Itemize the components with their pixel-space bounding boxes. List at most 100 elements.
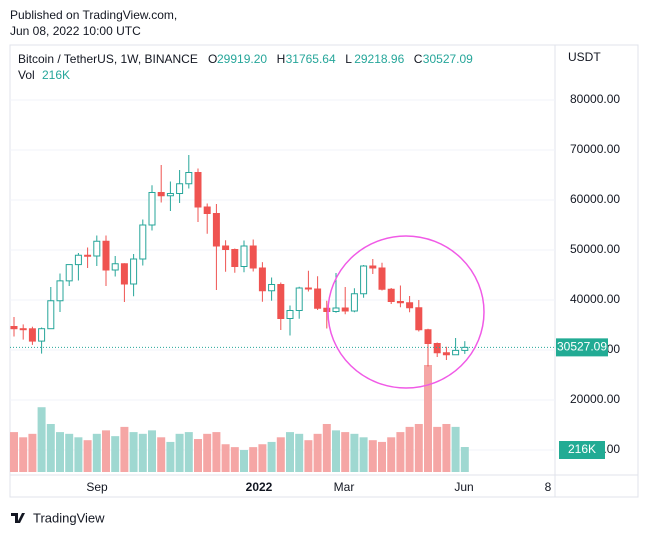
volume-value: 216K	[42, 68, 70, 82]
candle-body	[157, 192, 165, 197]
plot	[10, 99, 555, 472]
ohlc-value: 30527.09	[423, 52, 473, 66]
ohlc-value: 29218.96	[354, 52, 404, 66]
volume-bar	[378, 441, 386, 472]
candle-body	[323, 307, 331, 312]
candle-body	[19, 328, 27, 331]
ohlc-value: 29919.20	[217, 52, 267, 66]
symbol: Bitcoin / TetherUS, 1W, BINANCE	[18, 52, 198, 66]
x-tick-label: Mar	[334, 480, 355, 494]
volume-bar	[414, 423, 423, 472]
volume-bar	[102, 430, 110, 472]
ohlc-letter: C	[414, 52, 423, 66]
price-tag-label: 30527.09	[557, 340, 607, 354]
volume-bar	[65, 433, 74, 472]
x-tick-label: 2022	[246, 480, 273, 494]
ohlc-value: 31765.64	[286, 52, 336, 66]
candle-body	[258, 267, 266, 292]
candle-body	[93, 240, 101, 257]
volume-bar	[10, 432, 18, 472]
volume-bar	[203, 433, 212, 472]
candle-body	[350, 293, 358, 312]
candle-body	[396, 301, 404, 304]
y-tick-label: 50000.00	[570, 242, 620, 256]
volume-bar	[157, 437, 166, 472]
publish-date: Jun 08, 2022 10:00 UTC	[10, 24, 141, 38]
frame	[9, 44, 639, 498]
volume-bar	[221, 444, 230, 472]
volume-bar	[405, 426, 414, 472]
y-tick-label: 80000.00	[570, 92, 620, 106]
candle-body	[111, 263, 119, 271]
volume-bar	[74, 437, 83, 472]
volume-bar	[322, 423, 331, 472]
volume-bar	[138, 433, 147, 472]
candle-body	[304, 287, 312, 290]
volume-bar	[249, 447, 258, 472]
candle-body	[102, 240, 110, 271]
volume-bar	[92, 433, 101, 472]
volume-bar	[433, 426, 442, 472]
price-tag	[556, 338, 608, 357]
candle-body	[286, 310, 294, 319]
x-tick-label: Jun	[454, 480, 473, 494]
candle-body	[360, 265, 368, 295]
candle-body	[148, 192, 156, 226]
candle-body	[433, 343, 441, 354]
volume-bar	[46, 423, 55, 472]
volume-bar	[148, 430, 156, 472]
volume-bar	[37, 407, 46, 472]
highlight-circle	[327, 235, 485, 389]
volume-bar	[166, 441, 175, 472]
candle-body	[120, 263, 128, 285]
published: Published on TradingView.com,	[10, 8, 177, 22]
candle-body	[176, 183, 184, 194]
volume-bar	[350, 433, 359, 472]
candle-body	[203, 206, 211, 214]
candle-body	[47, 300, 55, 330]
volume-bar	[184, 432, 193, 472]
volume-bar	[56, 432, 64, 472]
volume-bar	[230, 447, 239, 472]
volume-bar	[341, 432, 350, 472]
candle-body	[10, 326, 18, 330]
candle-body	[38, 328, 46, 342]
candle-body	[415, 307, 423, 331]
volume-bar	[28, 433, 37, 472]
candle-body	[378, 267, 386, 290]
volume-bar	[240, 450, 248, 472]
volume-title: Vol	[18, 68, 35, 82]
x-tick-label: 8	[545, 480, 552, 494]
volume-bar	[313, 433, 322, 472]
volume-bar	[120, 426, 129, 472]
y-tick-label: 40000.00	[570, 292, 620, 306]
candle-body	[231, 249, 239, 267]
candle-body	[185, 172, 193, 185]
volume-bar	[368, 440, 377, 472]
volume-bar	[451, 426, 460, 472]
candle-body	[56, 280, 64, 302]
x-tick-label: Sep	[86, 480, 108, 494]
candle-body	[424, 329, 432, 344]
volume-bar	[19, 437, 28, 472]
candle-body	[65, 264, 73, 282]
volume-bar	[295, 433, 304, 472]
ohlc-letter: L	[345, 52, 352, 66]
volume-bar	[442, 423, 451, 472]
candle-body	[461, 346, 469, 351]
candle-body	[249, 245, 257, 269]
y-tick-label: 70000.00	[570, 142, 620, 156]
volume-bar	[258, 444, 267, 472]
y-tick-label: 20000.00	[570, 392, 620, 406]
candle-body	[341, 307, 349, 312]
candle-body	[212, 213, 220, 247]
volume-tag	[559, 441, 605, 459]
volume-bar	[359, 437, 368, 472]
volume-bar	[129, 432, 138, 472]
ohlc-letter: O	[208, 52, 217, 66]
volume-bar	[460, 447, 469, 472]
candle-body	[295, 287, 303, 311]
candle-body	[28, 328, 36, 342]
candle-body	[369, 265, 377, 269]
